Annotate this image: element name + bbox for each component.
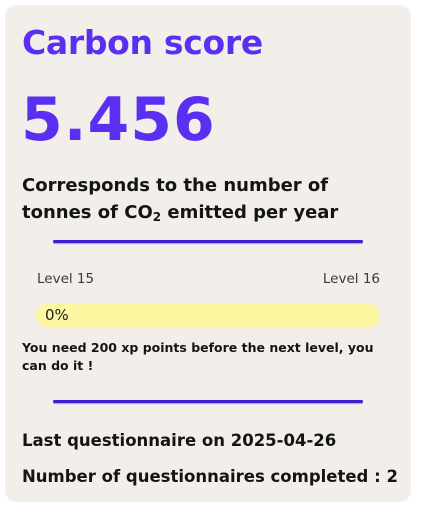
last-questionnaire-date: Last questionnaire on 2025-04-26: [22, 431, 337, 450]
level-progress-text: 0%: [45, 306, 69, 324]
questionnaires-completed-count: Number of questionnaires completed : 2: [22, 467, 398, 486]
description-text-end: emitted per year: [161, 202, 339, 223]
card-title: Carbon score: [22, 23, 263, 62]
current-level-label: Level 15: [37, 271, 95, 287]
next-level-hint: You need 200 xp points before the next l…: [22, 340, 374, 373]
score-value: 5.456: [21, 85, 216, 155]
co2-subscript: 2: [152, 210, 162, 224]
carbon-score-card: Carbon score 5.456 Corresponds to the nu…: [5, 5, 411, 502]
divider-top: [53, 240, 363, 243]
divider-bottom: [53, 400, 363, 403]
score-description: Corresponds to the number of tonnes of C…: [22, 172, 402, 226]
next-level-label: Level 16: [322, 271, 380, 287]
description-text: Corresponds to the number of tonnes of C…: [22, 175, 329, 223]
level-progress-bar: 0%: [36, 304, 380, 327]
